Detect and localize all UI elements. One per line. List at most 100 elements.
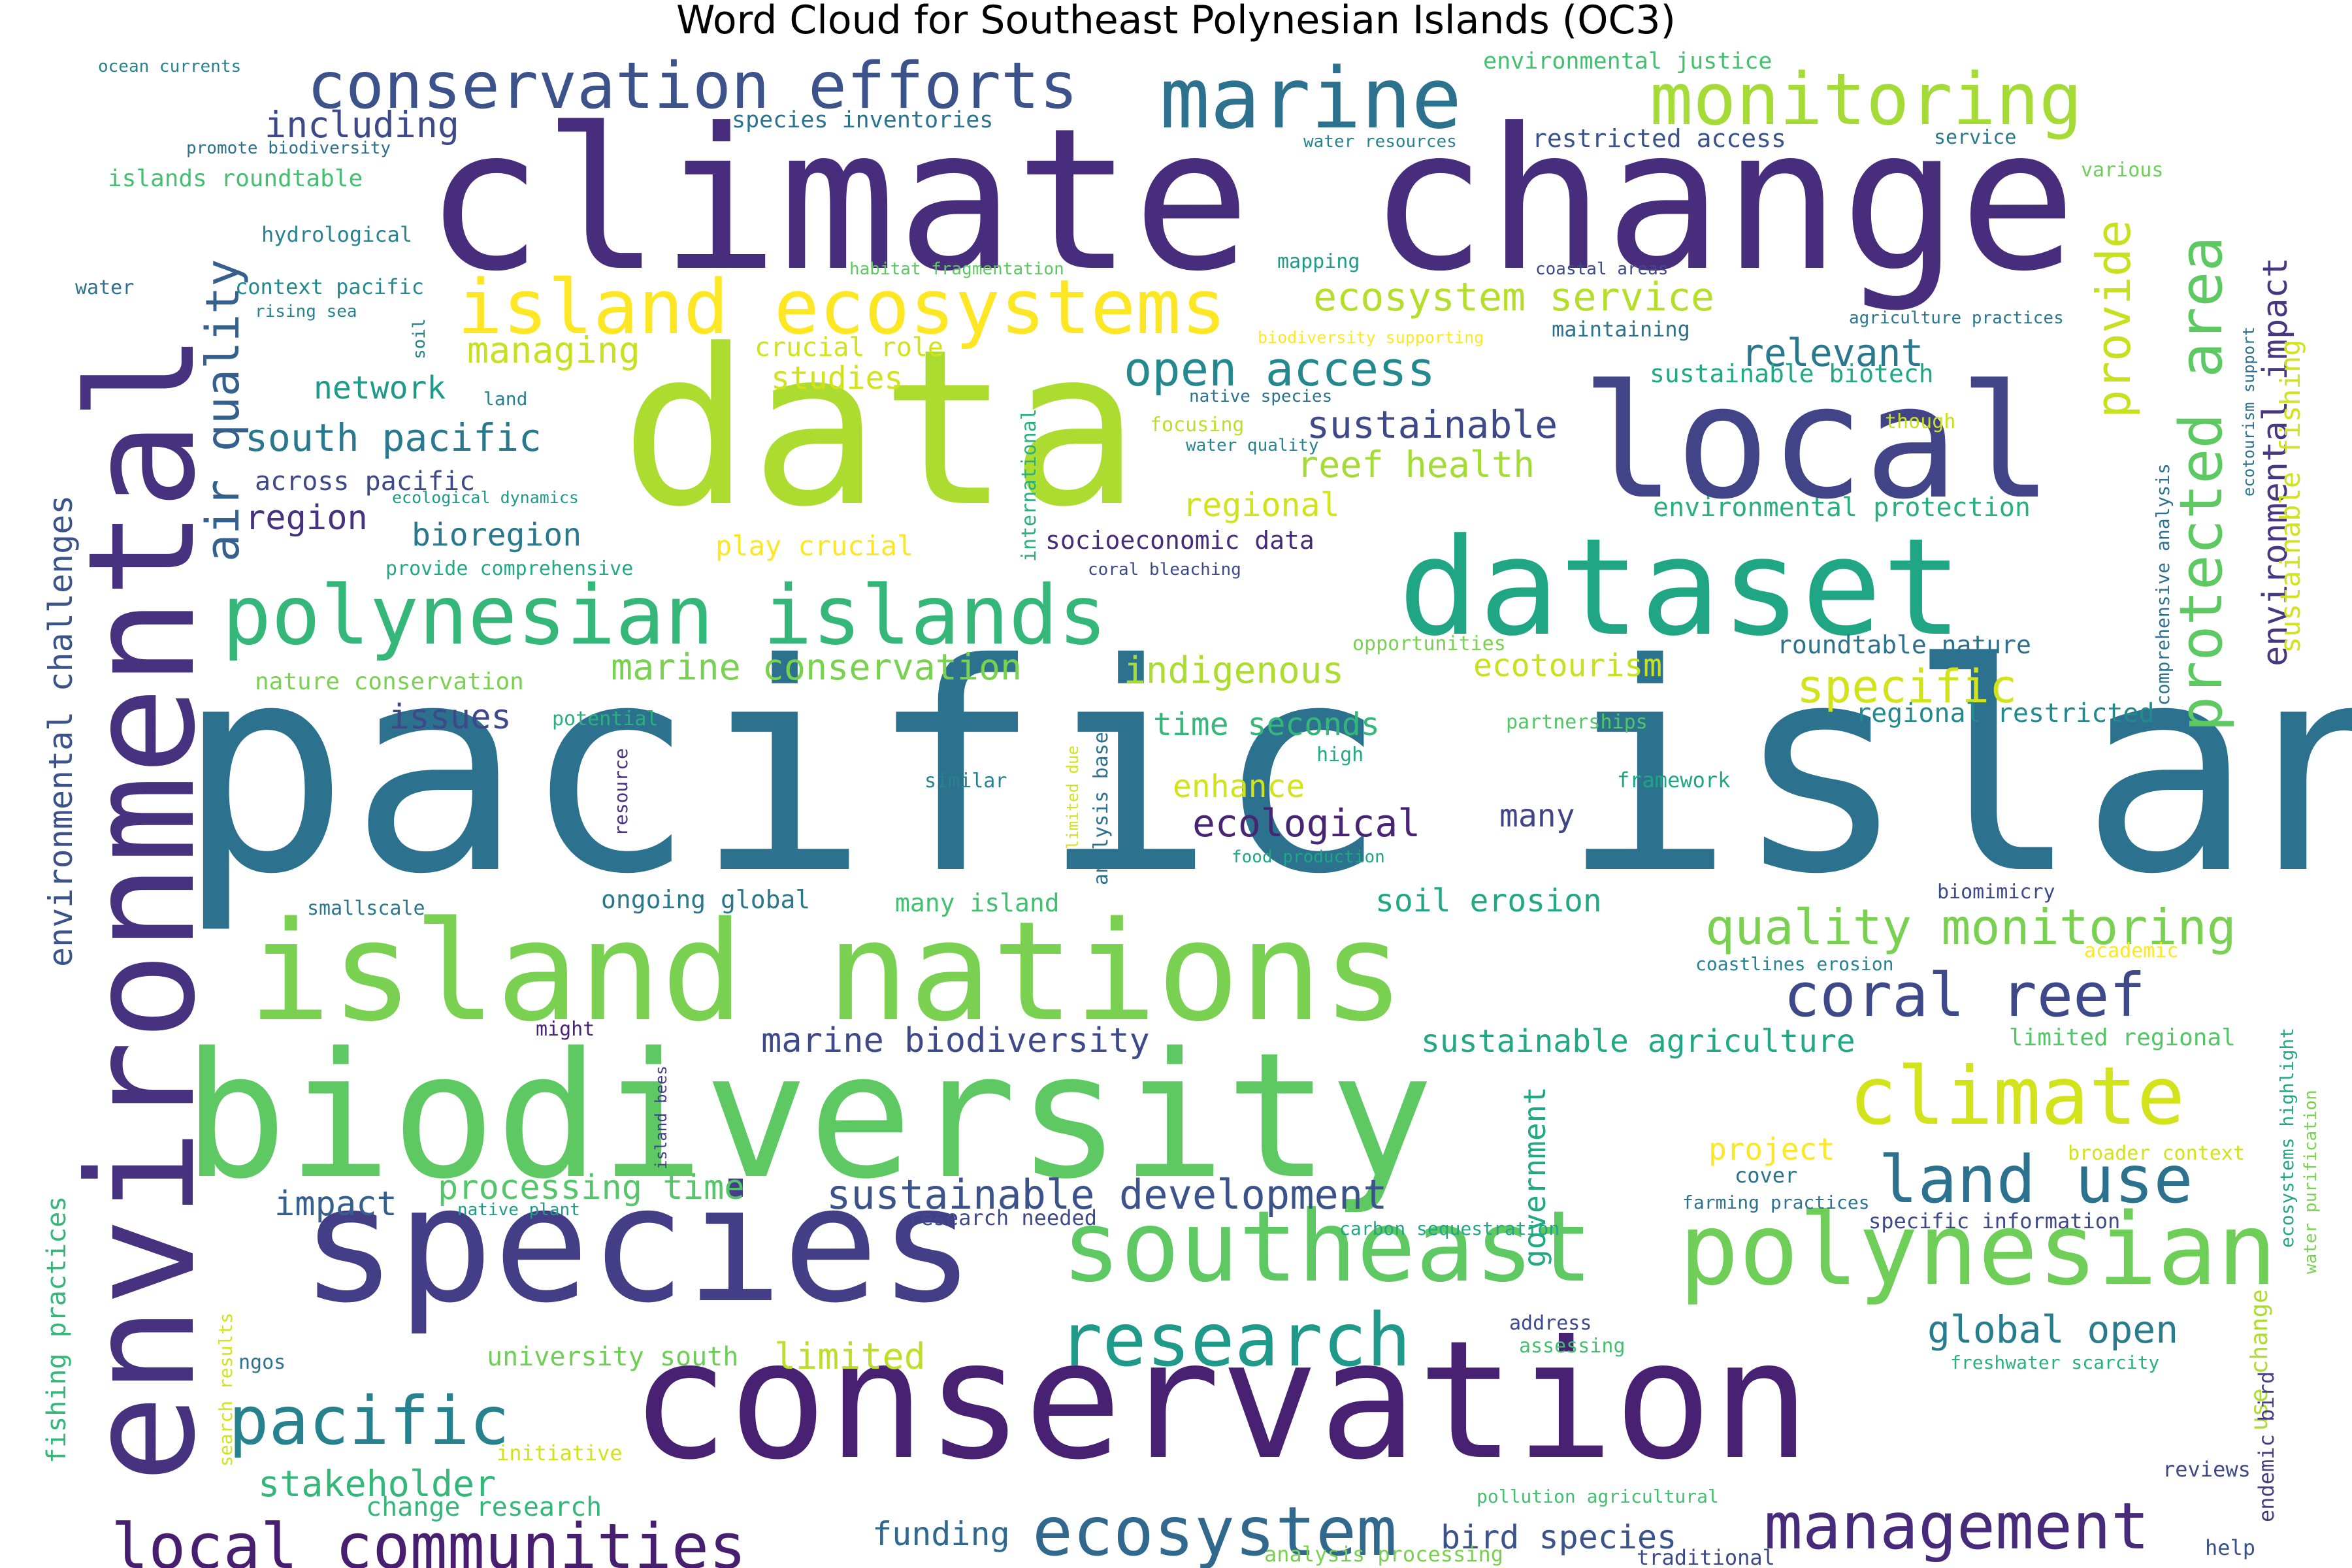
word-39: specific	[1797, 660, 2017, 713]
word-0: pacific island	[176, 602, 2352, 937]
word-100: international	[1018, 408, 1041, 562]
word-102: limited due	[1064, 745, 1082, 849]
word-29: environmental impact	[2256, 257, 2295, 666]
word-43: indigenous	[1124, 649, 1344, 692]
word-82: nature conservation	[255, 668, 524, 695]
word-4: conservation	[630, 1305, 1810, 1495]
word-5: biodiversity	[183, 1016, 1434, 1217]
word-83: islands roundtable	[108, 165, 363, 192]
word-143: promote biodiversity	[186, 139, 391, 158]
word-107: island bees	[652, 1066, 670, 1169]
word-31: provide	[2086, 220, 2141, 418]
word-101: analysis based	[1090, 720, 1113, 885]
word-99: sustainable biotech	[1650, 359, 1934, 388]
word-34: sustainable	[1307, 402, 1558, 447]
word-69: university south	[487, 1342, 738, 1372]
word-151: ecotourism support	[2240, 327, 2258, 497]
word-122: reviews	[2163, 1457, 2251, 1482]
word-137: land	[483, 388, 527, 410]
word-117: carbon sequestration	[1339, 1218, 1560, 1239]
word-79: ongoing global	[601, 885, 810, 914]
word-127: initiative	[497, 1441, 623, 1465]
word-45: relevant	[1741, 331, 1923, 375]
word-35: marine conservation	[611, 646, 1022, 688]
word-48: sustainable fishing	[2274, 340, 2306, 653]
word-47: including	[265, 104, 459, 146]
word-114: ecosystems highlight	[2276, 1028, 2298, 1248]
word-84: hydrological	[261, 222, 412, 247]
word-89: comprehensive analysis	[2152, 463, 2174, 706]
word-85: species inventories	[732, 107, 993, 133]
word-144: water resources	[1303, 132, 1457, 152]
word-136: native species	[1189, 387, 1332, 406]
word-44: stakeholder	[258, 1463, 496, 1505]
word-120: use change	[2246, 1289, 2273, 1431]
word-116: specific information	[1869, 1209, 2120, 1233]
word-50: region	[245, 498, 368, 538]
word-52: soil erosion	[1375, 883, 1602, 919]
word-92: framework	[1617, 768, 1730, 792]
word-74: regional restricted	[1855, 698, 2155, 728]
word-149: biodiversity supporting	[1258, 328, 1484, 347]
word-41: ecological	[1192, 801, 1420, 845]
word-37: sustainable agriculture	[1421, 1023, 1855, 1060]
word-121: endemic bird	[2254, 1371, 2279, 1522]
word-17: climate	[1849, 1050, 2185, 1143]
word-80: many island	[895, 889, 1060, 917]
word-118: farming practices	[1682, 1192, 1870, 1213]
word-105: smallscale	[307, 897, 425, 920]
word-148: habitat fragmentation	[849, 259, 1064, 279]
word-2: data	[621, 303, 1140, 554]
word-12: southeast	[1062, 1190, 1593, 1304]
word-1: climate change	[425, 86, 2077, 314]
word-72: play crucial	[715, 530, 913, 562]
word-123: help	[2205, 1535, 2255, 1560]
word-103: resource	[610, 748, 632, 836]
word-125: pollution agricultural	[1477, 1486, 1719, 1507]
word-67: government	[1517, 1086, 1552, 1267]
word-147: coastal areas	[1535, 259, 1669, 279]
word-9: local	[1581, 351, 2053, 534]
word-93: partnerships	[1506, 711, 1648, 734]
word-36: marine biodiversity	[761, 1021, 1150, 1060]
word-14: conservation efforts	[307, 49, 1078, 123]
word-111: assessing	[1519, 1335, 1625, 1358]
word-70: change research	[366, 1492, 602, 1522]
word-112: cover	[1735, 1163, 1797, 1188]
word-60: ecotourism	[1473, 647, 1662, 684]
word-61: time seconds	[1153, 706, 1380, 743]
word-98: maintaining	[1552, 317, 1690, 342]
word-22: local communities	[111, 1511, 746, 1568]
word-142: ocean currents	[98, 57, 241, 76]
word-24: land use	[1878, 1141, 2193, 1218]
word-16: monitoring	[1650, 57, 2082, 141]
word-65: studies	[771, 360, 903, 397]
chart-title: Word Cloud for Southeast Polynesian Isla…	[676, 0, 1676, 43]
word-131: academic	[2084, 939, 2179, 962]
word-141: water	[75, 276, 134, 299]
word-57: bioregion	[412, 517, 581, 553]
word-13: polynesian	[1679, 1192, 2277, 1307]
word-110: address	[1509, 1312, 1592, 1335]
word-8: dataset	[1398, 510, 1963, 666]
word-21: management	[1764, 1490, 2149, 1564]
word-113: water purification	[2301, 1090, 2321, 1274]
word-88: provide comprehensive	[385, 557, 633, 580]
word-145: service	[1934, 126, 2016, 149]
word-139: ecological dynamics	[392, 488, 579, 507]
word-40: global open	[1927, 1307, 2178, 1352]
word-126: analysis processing	[1264, 1542, 1503, 1567]
word-46: managing	[467, 329, 640, 371]
word-49: reef health	[1297, 444, 1535, 485]
word-129: ngos	[238, 1351, 286, 1374]
word-91: high	[1316, 743, 1364, 766]
word-119: freshwater scarcity	[1950, 1352, 2159, 1373]
word-55: funding	[872, 1515, 1010, 1553]
word-128: search results	[215, 1313, 237, 1467]
word-106: might	[536, 1018, 595, 1041]
word-124: traditional	[1637, 1545, 1775, 1568]
word-56: issues	[389, 698, 512, 737]
word-78: socioeconomic data	[1045, 526, 1315, 555]
word-3: environmental	[57, 333, 228, 1483]
word-38: environmental challenges	[42, 495, 80, 967]
